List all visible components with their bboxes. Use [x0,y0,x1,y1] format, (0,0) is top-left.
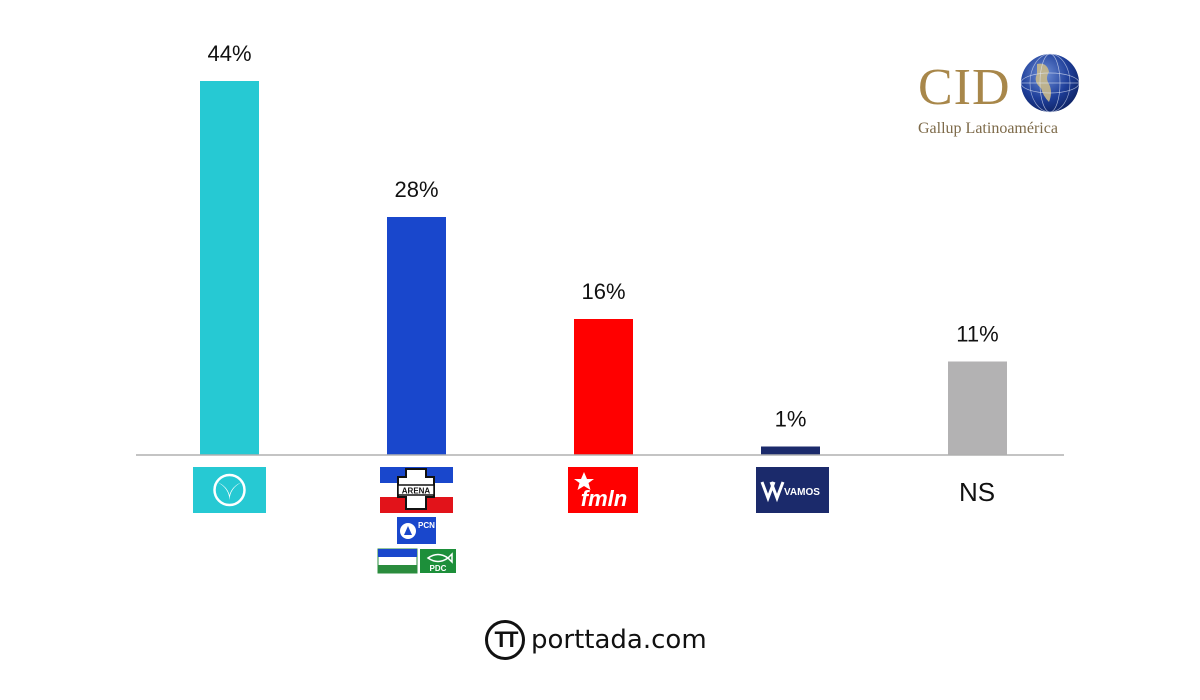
cid-logo-subtitle: Gallup Latinoamérica [918,120,1058,137]
logo-pcn: PCN [397,517,436,544]
porttada-logo-icon: TT [485,620,525,660]
vamos-logo-text: VAMOS [784,487,820,498]
value-label-2: 28% [394,177,438,202]
value-label-3: 16% [581,279,625,304]
ns-label: NS [959,477,995,507]
logo-fmln: fmln [568,467,638,513]
bar-3 [574,319,633,455]
value-label-1: 44% [207,41,251,66]
value-label-5: 11% [956,322,998,347]
logo-arena: ARENA [380,467,453,513]
pdc-logo-text: PDC [430,564,447,573]
globe-icon [1020,53,1080,113]
logo-coalition-small [377,548,418,574]
porttada-brand: TT porttada.com [485,616,707,664]
value-label-4: 1% [775,407,807,432]
bars-layer [200,81,1007,455]
cid-logo-text: CID [918,59,1011,116]
logo-vamos: VAMOS [756,467,829,513]
bar-2 [387,217,446,455]
logo-pdc: PDC [420,549,456,573]
bar-5 [948,361,1007,455]
pcn-logo-text: PCN [418,521,435,530]
fmln-logo-text: fmln [581,486,627,511]
logo-nuevas-ideas [193,467,266,513]
value-labels-layer: 44% 28% 16% 1% 11% [207,41,998,432]
cid-gallup-logo: CID Gallup Latinoamérica [915,52,1085,142]
bar-4 [761,446,820,455]
bar-1 [200,81,259,455]
arena-logo-text: ARENA [402,487,431,496]
porttada-brand-text: porttada.com [531,625,707,655]
